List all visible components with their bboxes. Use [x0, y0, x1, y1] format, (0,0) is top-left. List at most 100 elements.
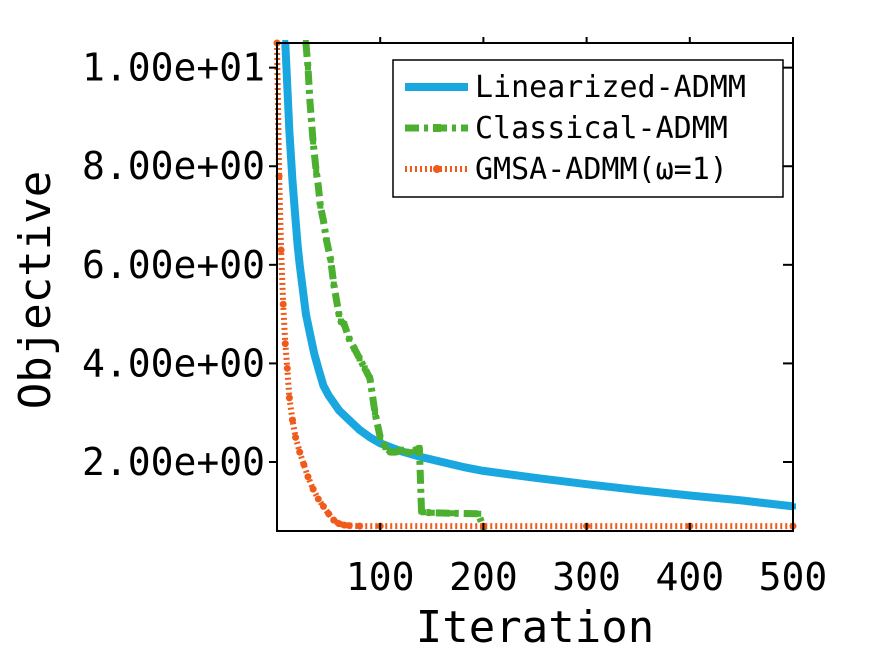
data-point [420, 509, 427, 516]
data-point [281, 340, 289, 348]
x-tick-label: 500 [759, 555, 828, 599]
data-point [346, 417, 353, 424]
x-tick-label: 100 [346, 555, 415, 599]
data-point [686, 492, 693, 499]
data-point [277, 246, 285, 254]
data-point [341, 320, 348, 327]
data-point [382, 444, 389, 451]
data-point [372, 409, 379, 416]
data-point [428, 509, 435, 516]
data-point [294, 242, 301, 249]
data-point [738, 497, 745, 504]
data-point [285, 394, 293, 402]
data-point [300, 460, 308, 468]
data-point [304, 473, 312, 481]
data-point [309, 485, 317, 493]
data-point [361, 365, 368, 372]
data-point [416, 445, 423, 452]
x-axis-title: Iteration [416, 602, 654, 653]
legend-label: GMSA-ADMM(ω=1) [475, 152, 728, 187]
data-point [330, 516, 338, 524]
data-point [283, 364, 291, 372]
data-point [289, 178, 296, 185]
x-tick-label: 200 [449, 555, 518, 599]
y-tick-label: 8.00e+00 [82, 144, 265, 188]
data-point [317, 202, 324, 209]
y-tick-label: 1.00e+01 [82, 46, 265, 90]
data-point [635, 487, 642, 494]
data-point [337, 318, 344, 325]
legend-marker [433, 165, 441, 173]
data-point [532, 474, 538, 481]
data-point [449, 510, 456, 517]
legend-marker [433, 124, 441, 132]
data-point [392, 449, 399, 456]
data-point [307, 330, 314, 337]
data-point [296, 448, 304, 456]
legend-marker [433, 83, 441, 91]
data-point [279, 300, 287, 308]
data-point [314, 495, 322, 503]
data-point [387, 444, 394, 451]
data-point [356, 522, 364, 530]
data-point [459, 463, 466, 470]
data-point [325, 510, 333, 518]
data-point [320, 217, 327, 224]
data-point [288, 416, 296, 424]
series-gmsa-admm-1- [273, 39, 797, 530]
data-point [346, 335, 353, 342]
data-point [366, 375, 373, 382]
y-tick-label: 4.00e+00 [82, 341, 265, 385]
data-point [345, 522, 353, 530]
x-tick-label: 400 [655, 555, 724, 599]
data-point [325, 392, 332, 399]
data-point [377, 434, 384, 441]
data-point [583, 481, 590, 488]
plot-frame [276, 42, 794, 532]
data-point [315, 365, 322, 372]
data-point [311, 350, 318, 357]
series-layer [273, 39, 797, 531]
y-tick-label: 6.00e+00 [82, 243, 265, 287]
data-point [387, 449, 394, 456]
series-classical-admm [302, 40, 487, 531]
data-point [377, 440, 384, 447]
data-point [320, 382, 327, 389]
data-point [480, 467, 487, 474]
legend-label: Classical-ADMM [475, 111, 728, 146]
legend-box [392, 59, 784, 198]
data-point [310, 138, 317, 145]
y-tick-label: 2.00e+00 [82, 440, 265, 484]
data-point [330, 281, 337, 288]
data-point [413, 446, 420, 453]
data-point [286, 128, 293, 135]
data-point [299, 286, 306, 293]
data-point [335, 311, 342, 318]
data-point [397, 446, 404, 453]
data-point [302, 311, 309, 318]
data-point [366, 434, 373, 441]
data-point [356, 355, 363, 362]
ticks-layer: 100 200 300 400 500 2.00e+00 4.00e+00 6.00e+00 8… [82, 37, 827, 599]
data-point [307, 99, 314, 106]
data-point [418, 454, 425, 461]
data-point [340, 521, 348, 529]
y-axis-title: Objective [10, 171, 61, 409]
data-point [315, 182, 322, 189]
data-point [408, 449, 415, 456]
data-point [403, 449, 409, 456]
data-point [296, 261, 303, 268]
data-point [475, 510, 482, 517]
data-point [356, 426, 363, 433]
data-point [323, 237, 330, 244]
data-point [313, 168, 320, 175]
x-tick-label: 300 [552, 555, 621, 599]
data-point [292, 217, 299, 224]
legend-label: Linearized-ADMM [475, 70, 746, 105]
data-point [304, 64, 311, 71]
data-point [292, 433, 300, 441]
data-point [351, 345, 358, 352]
data-point [319, 502, 327, 510]
data-point [335, 407, 342, 414]
